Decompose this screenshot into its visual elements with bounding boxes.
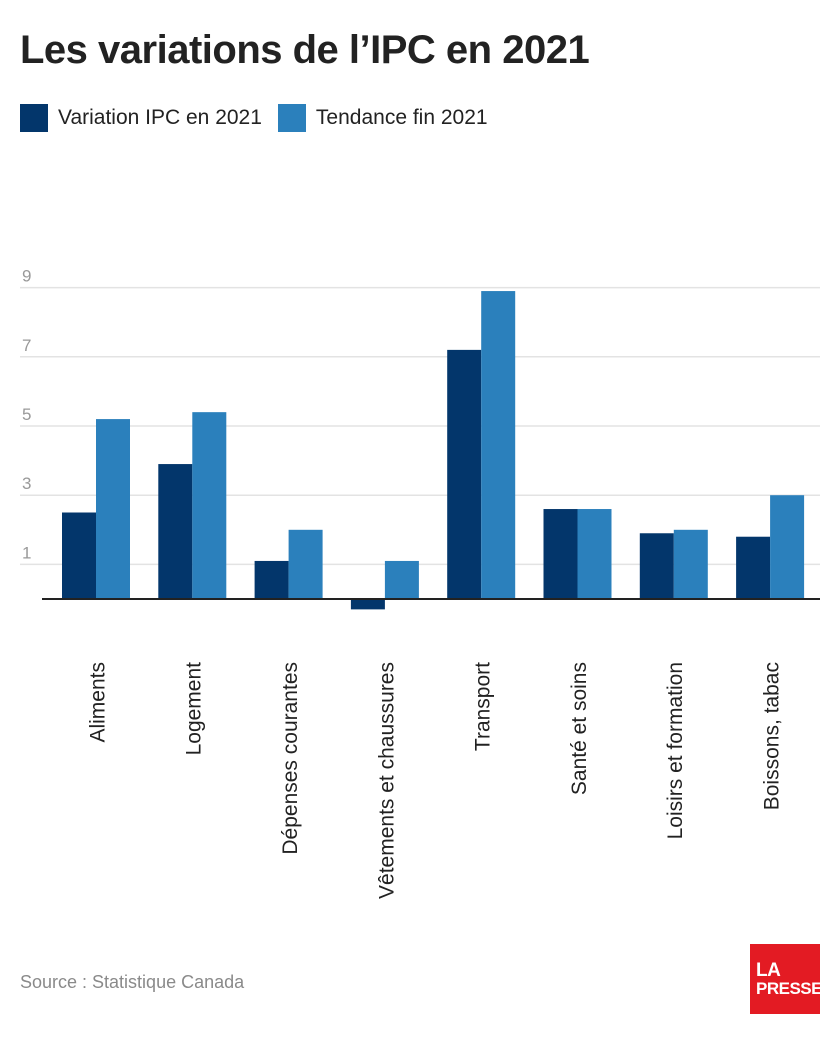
- category-label-4: Transport: [472, 662, 495, 751]
- chart-title: Les variations de l’IPC en 2021: [20, 28, 590, 72]
- bar-2-0: [96, 419, 130, 599]
- legend-item-series1: Variation IPC en 2021: [20, 104, 262, 132]
- la-presse-logo: LA PRESSE: [750, 944, 822, 1014]
- bar-1-2: [254, 560, 289, 599]
- bar-2-3: [384, 560, 419, 599]
- bar-2-2: [288, 529, 323, 599]
- legend-swatch-series2: [277, 104, 306, 132]
- category-label-0: Aliments: [86, 662, 109, 743]
- y-tick-label-5: 5: [22, 405, 31, 424]
- logo-line-1: LA: [756, 960, 781, 981]
- bar-1-6: [639, 533, 674, 599]
- legend-label-series1: Variation IPC en 2021: [58, 106, 262, 129]
- bar-1-4: [447, 349, 482, 599]
- y-tick-label-3: 3: [22, 474, 31, 493]
- bar-1-1: [158, 464, 193, 599]
- legend-swatch-series1: [20, 104, 48, 132]
- category-label-3: Vêtements et chaussures: [375, 662, 398, 899]
- bar-2-1: [192, 412, 227, 599]
- bar-2-7: [770, 495, 805, 599]
- bar-1-3: [350, 599, 385, 610]
- source-note: Source : Statistique Canada: [20, 972, 245, 992]
- category-label-7: Boissons, tabac: [760, 662, 783, 810]
- y-tick-label-9: 9: [22, 267, 31, 286]
- bar-1-0: [62, 512, 96, 599]
- logo-line-2: PRESSE: [756, 979, 822, 998]
- bar-2-4: [481, 291, 516, 599]
- chart-legend: Variation IPC en 2021 Tendance fin 2021: [20, 104, 488, 132]
- legend-item-series2: Tendance fin 2021: [277, 104, 488, 132]
- bar-2-5: [577, 509, 612, 599]
- y-tick-label-1: 1: [22, 543, 31, 562]
- category-label-5: Santé et soins: [568, 662, 591, 795]
- bar-chart: 1 3 5 7 9 Aliments Logement Dépenses courantes V…: [20, 267, 820, 899]
- legend-label-series2: Tendance fin 2021: [315, 106, 488, 129]
- bar-1-7: [736, 536, 771, 599]
- bar-1-5: [543, 509, 578, 599]
- bar-2-6: [673, 529, 708, 599]
- y-tick-label-7: 7: [22, 336, 31, 355]
- category-label-1: Logement: [183, 662, 206, 756]
- category-label-2: Dépenses courantes: [279, 662, 302, 855]
- category-label-6: Loisirs et formation: [664, 662, 687, 839]
